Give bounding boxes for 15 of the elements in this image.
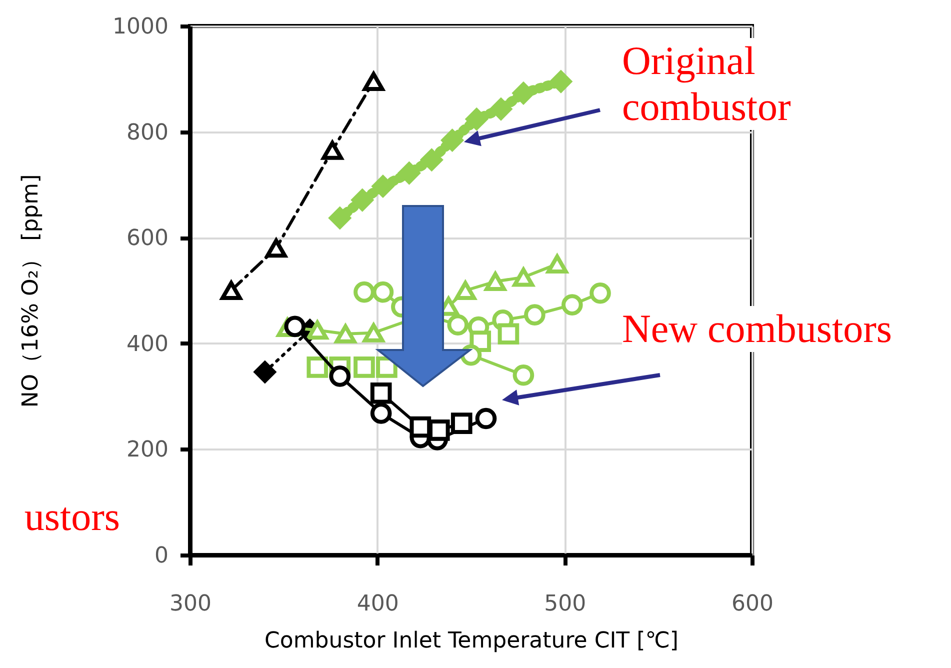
y-tick-label: 800 [126,120,168,146]
y-tick-label: 0 [154,544,168,568]
x-tick-label: 500 [544,592,586,616]
text: ustors [24,494,120,540]
x-tick-label: 600 [732,592,774,616]
y-tick-label: 1000 [112,14,168,40]
y-tick-label: 600 [126,226,168,252]
y-axis-title: NO（16% O₂） [ppm] [18,174,44,408]
y-tick-label: 400 [126,332,168,357]
x-tick-label: 400 [356,592,399,616]
x-tick-label: 300 [170,592,212,616]
x-axis-title: Combustor Inlet Temperature CIT [℃] [264,628,678,654]
y-tick-label: 200 [126,438,168,463]
annotation: Original combustor [622,38,822,130]
annotation: New combustors [622,306,892,352]
